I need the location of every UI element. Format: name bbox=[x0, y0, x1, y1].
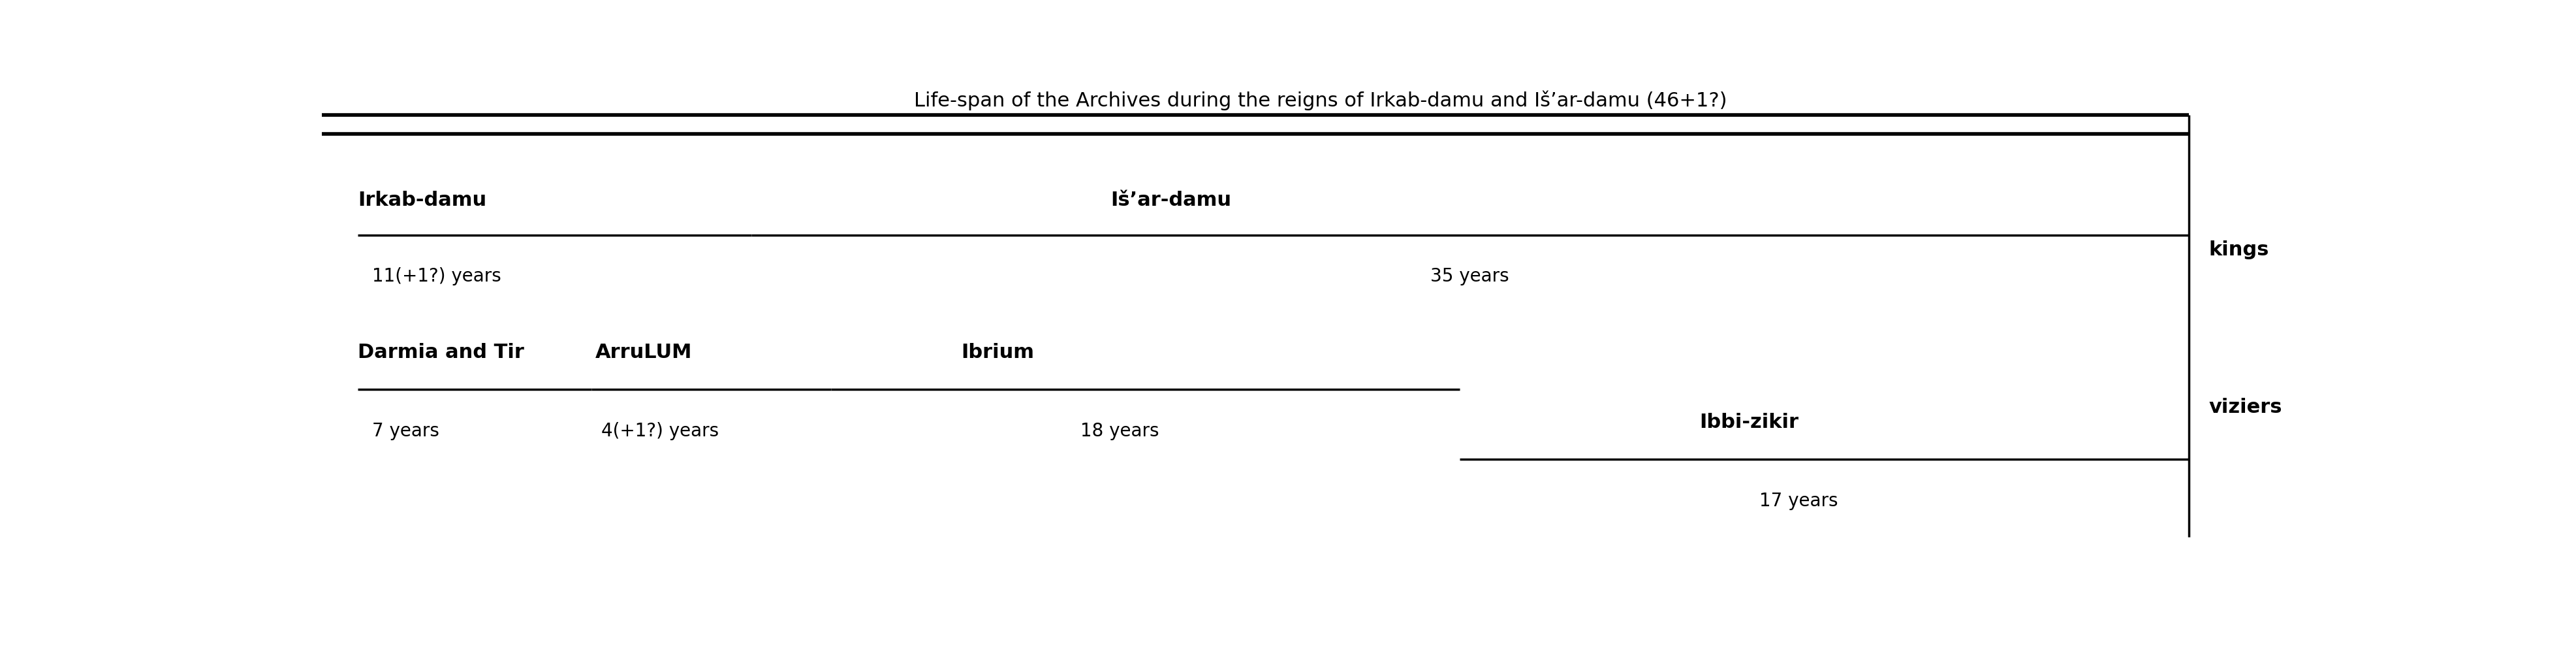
Text: ArruLUM: ArruLUM bbox=[595, 343, 693, 362]
Text: 35 years: 35 years bbox=[1430, 268, 1510, 286]
Text: Life-span of the Archives during the reigns of Irkab-damu and Išʼar-damu (46+1?): Life-span of the Archives during the rei… bbox=[914, 90, 1726, 110]
Text: Išʼar-damu: Išʼar-damu bbox=[1110, 191, 1231, 210]
Text: Irkab-damu: Irkab-damu bbox=[358, 191, 487, 210]
Text: kings: kings bbox=[2208, 240, 2269, 259]
Text: 18 years: 18 years bbox=[1082, 422, 1159, 441]
Text: 11(+1?) years: 11(+1?) years bbox=[371, 268, 500, 286]
Text: Ibbi-zikir: Ibbi-zikir bbox=[1700, 413, 1798, 432]
Text: Darmia and Tir: Darmia and Tir bbox=[358, 343, 526, 362]
Text: 7 years: 7 years bbox=[371, 422, 438, 441]
Text: 4(+1?) years: 4(+1?) years bbox=[603, 422, 719, 441]
Text: 17 years: 17 years bbox=[1759, 492, 1839, 510]
Text: Ibrium: Ibrium bbox=[961, 343, 1033, 362]
Text: viziers: viziers bbox=[2208, 398, 2282, 417]
